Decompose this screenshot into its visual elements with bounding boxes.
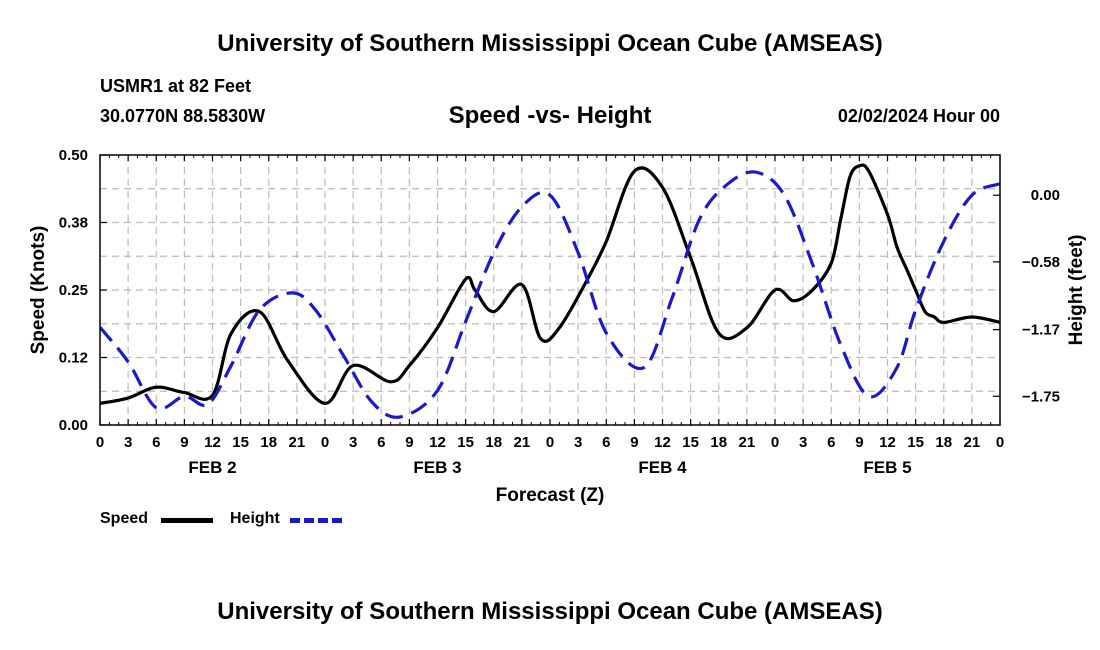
x-tick-label: 12 — [429, 434, 446, 451]
x-tick-label: 15 — [907, 434, 924, 451]
y-tick-label: 0.00 — [59, 417, 88, 434]
x-axis-label: Forecast (Z) — [496, 485, 605, 506]
x-tick-label: 12 — [204, 434, 221, 451]
x-tick-label: 15 — [457, 434, 474, 451]
x-tick-label: 18 — [935, 434, 952, 451]
x-tick-label: 0 — [96, 434, 104, 451]
grid-lines — [100, 155, 1000, 425]
y-axis-label: Speed (Knots) — [28, 226, 49, 355]
x-tick-label: 3 — [574, 434, 582, 451]
y2-tick-label: −1.75 — [1022, 388, 1060, 405]
x-tick-label: 0 — [996, 434, 1004, 451]
y2-axis-label: Height (feet) — [1066, 235, 1087, 346]
station-coords: 30.0770N 88.5830W — [100, 106, 266, 126]
station-name: USMR1 at 82 Feet — [100, 76, 252, 96]
day-label: FEB 5 — [863, 458, 911, 477]
x-tick-label: 3 — [349, 434, 357, 451]
x-tick-label: 12 — [879, 434, 896, 451]
series-layer — [100, 163, 1000, 419]
axis-layer: 0 3 6 9 12 15 18 21 0 3 6 9 12 15 18 21 0 3 6 9 12 15 18 21 0 3 6 9… — [59, 147, 1060, 477]
x-tick-label: 6 — [602, 434, 610, 451]
legend-height-label: Height — [230, 510, 280, 527]
x-tick-label: 21 — [514, 434, 531, 451]
x-tick-label: 6 — [377, 434, 385, 451]
x-tick-label: 9 — [855, 434, 863, 451]
x-tick-label: 21 — [289, 434, 306, 451]
x-tick-label: 18 — [260, 434, 277, 451]
legend-speed-swatch — [161, 518, 213, 523]
x-tick-label: 3 — [124, 434, 132, 451]
y-tick-label: 0.25 — [59, 282, 88, 299]
x-tick-label: 21 — [739, 434, 756, 451]
x-tick-label: 0 — [546, 434, 554, 451]
x-tick-label: 18 — [710, 434, 727, 451]
x-tick-label: 0 — [771, 434, 779, 451]
y-tick-label: 0.12 — [59, 350, 88, 367]
y2-tick-label: −1.17 — [1022, 322, 1060, 339]
y2-tick-label: 0.00 — [1031, 187, 1060, 204]
x-tick-label: 9 — [180, 434, 188, 451]
x-tick-label: 6 — [827, 434, 835, 451]
height-series-line — [100, 170, 1000, 419]
x-tick-label: 15 — [682, 434, 699, 451]
y-tick-label: 0.50 — [59, 147, 88, 164]
chart-subtitle: Speed -vs- Height — [448, 102, 652, 129]
day-label: FEB 3 — [413, 458, 461, 477]
y-tick-label: 0.38 — [59, 215, 88, 232]
x-tick-label: 15 — [232, 434, 249, 451]
day-label: FEB 2 — [188, 458, 236, 477]
footer-title: University of Southern Mississippi Ocean… — [217, 598, 883, 625]
x-tick-label: 18 — [485, 434, 502, 451]
x-tick-label: 21 — [964, 434, 981, 451]
x-tick-label: 9 — [405, 434, 413, 451]
y2-tick-label: −0.58 — [1022, 254, 1060, 271]
forecast-date: 02/02/2024 Hour 00 — [837, 106, 1000, 126]
legend-height-swatch — [290, 518, 342, 523]
main-title: University of Southern Mississippi Ocean… — [217, 30, 883, 57]
speed-height-chart: 0 3 6 9 12 15 18 21 0 3 6 9 12 15 18 21 0 3 6 9 12 15 18 21 0 3 6 9… — [28, 147, 1087, 506]
x-tick-label: 9 — [630, 434, 638, 451]
x-tick-label: 12 — [654, 434, 671, 451]
day-label: FEB 4 — [638, 458, 687, 477]
legend-speed-label: Speed — [100, 510, 149, 527]
x-tick-label: 6 — [152, 434, 160, 451]
speed-series-line — [100, 163, 1000, 405]
x-tick-label: 3 — [799, 434, 807, 451]
x-tick-label: 0 — [321, 434, 329, 451]
